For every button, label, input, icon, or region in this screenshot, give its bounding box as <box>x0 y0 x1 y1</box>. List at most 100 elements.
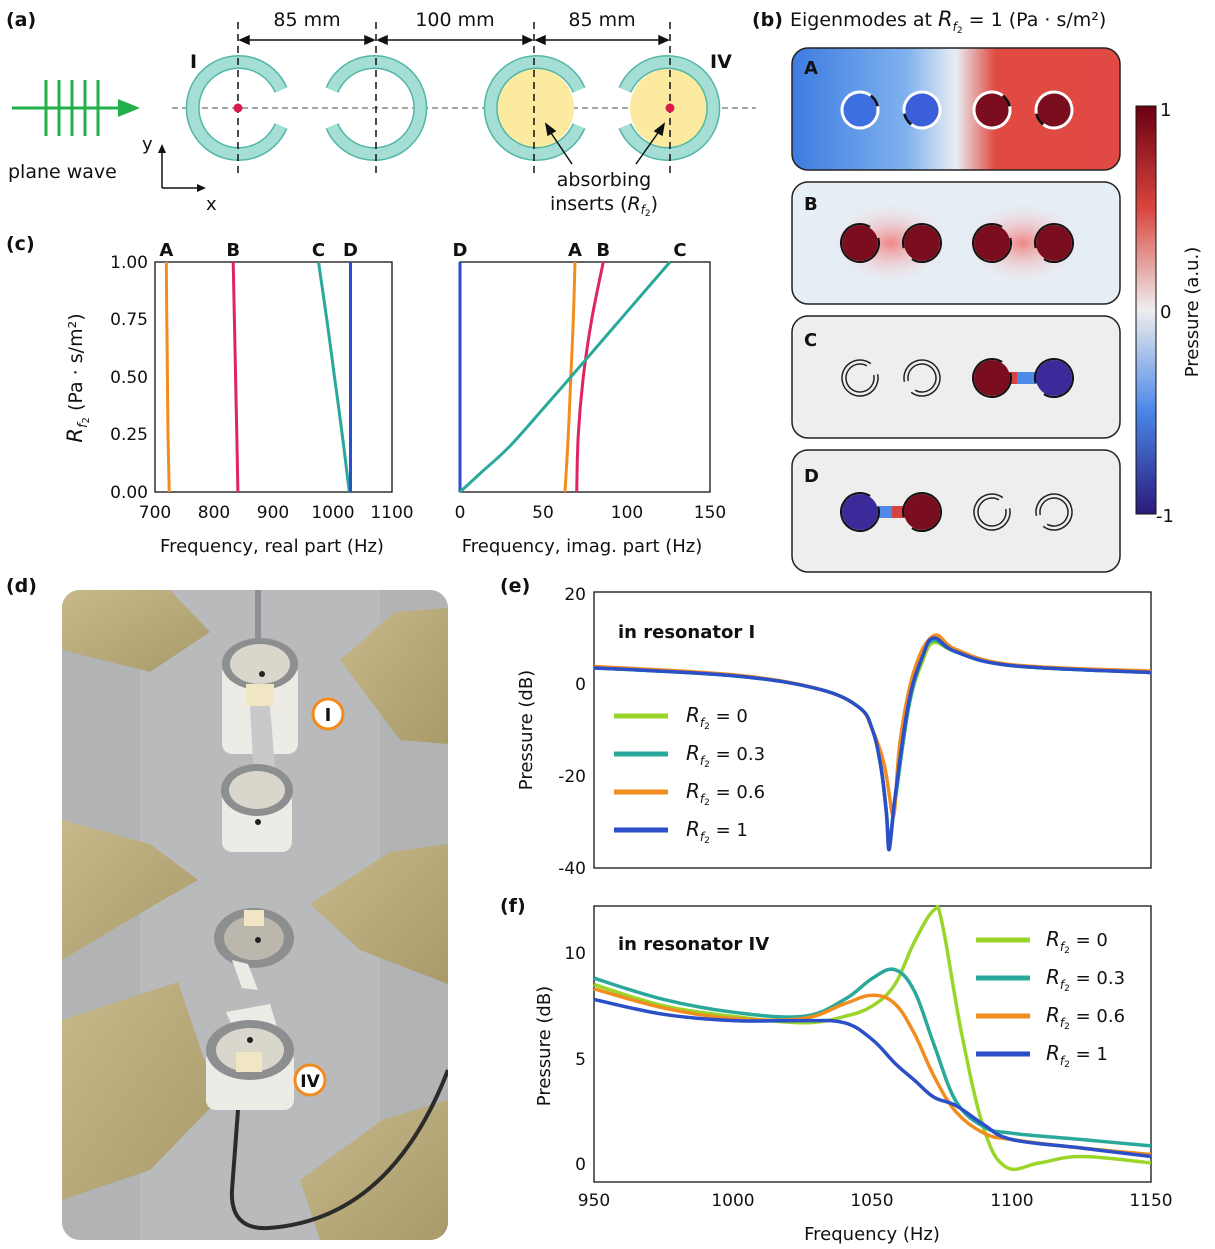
e-annotation: in resonator I <box>618 622 755 643</box>
mode-curve-label-c-left-A: A <box>159 240 173 261</box>
panel-a-schematic: plane wave y x <box>8 9 756 219</box>
f-ytick-1: 10 <box>564 944 586 964</box>
series-line-f-3 <box>593 987 1152 1157</box>
colorbar-mid: 0 <box>1160 302 1171 323</box>
panel-c-charts: 1.00 0.75 0.50 0.25 0.00 Rf2 (Pa · s/m²)… <box>63 240 726 557</box>
e-legend: Rf2 = 0 Rf2 = 0.3 Rf2 = 0.6 Rf2 = 1 <box>614 703 765 846</box>
e-ytick-1: 20 <box>564 585 586 605</box>
series-line-c-right-4 <box>458 261 672 494</box>
c-left-xtick-2: 800 <box>198 503 230 523</box>
panel-e-frame <box>593 591 1152 869</box>
resonator-2 <box>325 55 428 161</box>
f-xtick-3: 1050 <box>850 1191 893 1211</box>
panel-label-a: (a) <box>6 9 36 31</box>
e-ytick-3: -20 <box>558 767 586 787</box>
mode-d-card: D <box>791 449 1121 573</box>
e-ytick-2: 0 <box>575 675 586 695</box>
photo-resonator-3 <box>214 908 294 990</box>
f-xlabel: Frequency (Hz) <box>804 1224 940 1245</box>
series-line-c-left-1 <box>164 261 171 493</box>
c-ytick-2: 0.75 <box>110 310 148 330</box>
insert-label-line1: absorbing <box>557 169 651 191</box>
mode-curve-label-c-right-A: A <box>568 240 582 261</box>
mode-c-label: C <box>804 330 817 351</box>
insert-label-line2: inserts (Rf2) <box>550 193 658 219</box>
colorbar: 1 0 -1 Pressure (a.u.) <box>1135 100 1203 527</box>
resonator-1 <box>185 55 288 161</box>
colorbar-max: 1 <box>1160 100 1171 121</box>
c-left-xtick-5: 1100 <box>370 503 413 523</box>
e-ylabel: Pressure (dB) <box>516 670 537 790</box>
photo-marker-4 <box>293 1063 327 1097</box>
mode-c-card: C <box>791 315 1121 439</box>
c-left-xtick-3: 900 <box>257 503 289 523</box>
wool-mid-right <box>310 844 448 984</box>
panel-c-ylabel: Rf2 (Pa · s/m²) <box>63 313 92 442</box>
panel-c-left-frame <box>154 261 393 493</box>
c-right-xtick-1: 0 <box>455 503 466 523</box>
mode-b-label: B <box>804 194 818 215</box>
plane-wave-icon <box>12 80 140 136</box>
panel-label-e: (e) <box>500 575 530 597</box>
resonator-label-1: I <box>190 51 197 73</box>
c-left-xlabel: Frequency, real part (Hz) <box>160 536 384 557</box>
c-left-xtick-4: 1000 <box>311 503 354 523</box>
c-right-xtick-4: 150 <box>694 503 726 523</box>
colorbar-label: Pressure (a.u.) <box>1182 247 1203 378</box>
axis-y-label: y <box>142 134 153 155</box>
f-annotation: in resonator IV <box>618 934 769 955</box>
photo-resonator-2 <box>221 764 293 852</box>
photo-label-1: I <box>325 705 332 726</box>
photo-marker-1 <box>311 697 345 731</box>
mode-curve-label-c-left-C: C <box>312 240 325 261</box>
panel-label-f: (f) <box>500 895 526 917</box>
photo-label-4: IV <box>300 1072 320 1092</box>
panel-label-b: (b) <box>752 9 783 31</box>
microphone-1-marker <box>233 103 243 113</box>
series-line-c-left-2 <box>231 261 240 493</box>
c-right-xlabel: Frequency, imag. part (Hz) <box>462 536 703 557</box>
mode-a-label: A <box>804 58 818 79</box>
panel-e-chart: 20 0 -20 -40 Pressure (dB) in resonator … <box>516 585 1152 879</box>
mode-curve-label-c-left-D: D <box>343 240 358 261</box>
distance-label-3: 85 mm <box>568 9 635 31</box>
f-legend-label-4: Rf2 = 1 <box>1046 1041 1108 1070</box>
series-line-f-4 <box>593 997 1152 1159</box>
c-right-xtick-3: 100 <box>611 503 643 523</box>
c-left-xtick-1: 700 <box>139 503 171 523</box>
panel-f-frame <box>593 905 1152 1183</box>
f-ylabel: Pressure (dB) <box>534 986 555 1106</box>
mode-a-card: A <box>791 47 1121 171</box>
f-ytick-2: 5 <box>575 1050 586 1070</box>
panel-b-title: Eigenmodes at Rf2 = 1 (Pa · s/m²) <box>790 7 1106 36</box>
wool-top-right <box>340 608 448 744</box>
microphone-4-marker <box>665 103 675 113</box>
c-right-xtick-2: 50 <box>532 503 554 523</box>
f-xtick-4: 1100 <box>990 1191 1033 1211</box>
distance-label-2: 100 mm <box>415 9 494 31</box>
xy-axes-icon <box>158 144 206 192</box>
wool-mid-left <box>62 820 198 960</box>
series-line-c-left-3 <box>317 261 351 493</box>
e-legend-label-4: Rf2 = 1 <box>686 817 748 846</box>
panel-label-c: (c) <box>6 233 35 255</box>
colorbar-min: -1 <box>1156 506 1174 527</box>
f-ytick-3: 0 <box>575 1155 586 1175</box>
panel-label-d: (d) <box>6 575 37 597</box>
series-line-f-2 <box>593 967 1152 1148</box>
c-ytick-3: 0.50 <box>110 368 148 388</box>
f-legend-label-3: Rf2 = 0.6 <box>1046 1003 1125 1032</box>
c-ytick-5: 0.00 <box>110 483 148 503</box>
distance-label-1: 85 mm <box>273 9 340 31</box>
mode-curve-label-c-right-B: B <box>596 240 610 261</box>
plane-wave-label: plane wave <box>8 161 117 183</box>
mode-b-card: B <box>791 181 1121 305</box>
f-xtick-1: 950 <box>578 1191 610 1211</box>
f-legend-label-2: Rf2 = 0.3 <box>1046 965 1125 994</box>
series-line-c-right-3 <box>575 261 605 493</box>
wool-top-left <box>62 590 210 672</box>
mode-curve-label-c-right-C: C <box>673 240 686 261</box>
series-line-e-4 <box>593 636 1152 852</box>
wool-bottom-right <box>300 1100 448 1240</box>
